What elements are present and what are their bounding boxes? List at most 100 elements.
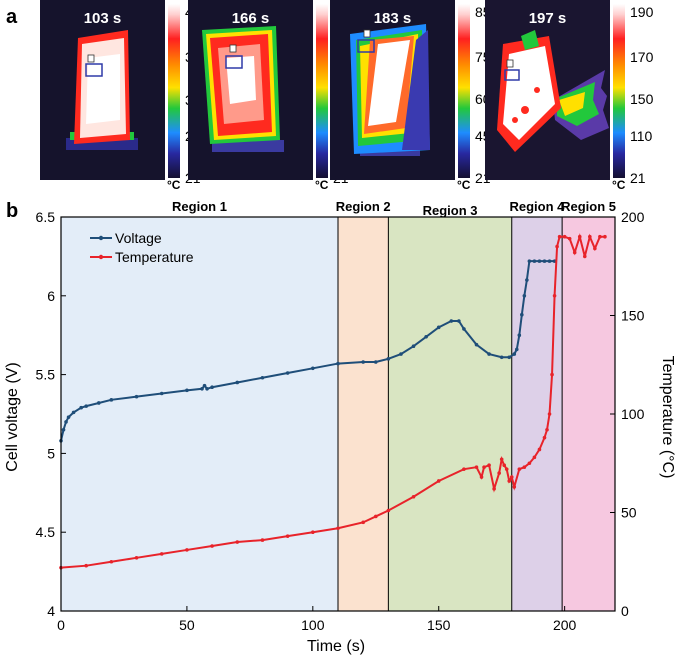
temperature-point [285, 534, 290, 538]
temperature-point [436, 479, 441, 483]
y2-tick-label: 0 [621, 603, 629, 619]
thermal-image-3: 183 s 85 75 60 45 21 °C [330, 0, 495, 192]
region-label: Region 5 [561, 199, 616, 214]
region-label: Region 4 [509, 199, 565, 214]
temperature-point [482, 465, 486, 469]
voltage-point [79, 405, 83, 410]
temperature-point [84, 563, 88, 568]
temperature-point [593, 246, 597, 251]
region-band [338, 217, 389, 611]
colorbar-tick: 190 [630, 4, 654, 20]
temperature-point [522, 465, 527, 469]
voltage-point [373, 360, 378, 364]
voltage-point [542, 259, 547, 263]
colorbar [613, 4, 625, 178]
temperature-point [185, 548, 189, 552]
thermal-frame [485, 0, 610, 180]
voltage-point [457, 319, 461, 323]
voltage-point [527, 259, 532, 263]
temperature-point [555, 244, 559, 249]
y-tick-label: 5.5 [36, 367, 56, 383]
region-label: Region 3 [423, 203, 478, 218]
x-tick-label: 0 [57, 617, 65, 633]
voltage-point [285, 371, 290, 375]
y-tick-label: 4 [47, 603, 55, 619]
y2-tick-label: 150 [621, 308, 645, 324]
voltage-point [96, 401, 101, 405]
voltage-point [205, 386, 209, 391]
voltage-point [71, 410, 76, 415]
voltage-point [260, 375, 265, 380]
region-label: Region 2 [336, 199, 391, 214]
temperature-point [527, 461, 532, 466]
temperature-point [552, 294, 557, 298]
temperature-point [547, 412, 552, 416]
temperature-point [260, 538, 265, 542]
voltage-point [537, 259, 542, 263]
temperature-point [557, 234, 562, 239]
temperature-point [502, 463, 507, 468]
temperature-point [532, 455, 537, 460]
colorbar-tick: 170 [630, 49, 654, 65]
temperature-point [598, 234, 602, 239]
temperature-point [588, 234, 592, 239]
voltage-point [399, 352, 403, 356]
voltage-point [66, 415, 71, 419]
voltage-point [109, 398, 114, 402]
legend-marker [98, 254, 104, 260]
thermal-time-label: 103 s [83, 10, 122, 27]
voltage-point [507, 355, 512, 360]
y-tick-label: 6.5 [36, 209, 56, 225]
voltage-point [474, 342, 479, 347]
x-tick-label: 150 [427, 617, 451, 633]
temperature-point [517, 467, 522, 471]
voltage-point [336, 361, 340, 366]
voltage-point [525, 278, 529, 282]
temperature-point [582, 254, 587, 259]
temperature-point [159, 552, 164, 556]
y2-tick-label: 50 [621, 505, 637, 521]
x-tick-label: 200 [553, 617, 577, 633]
temperature-point [492, 487, 496, 491]
voltage-point [61, 427, 66, 432]
temperature-point [336, 526, 340, 531]
temperature-point [542, 435, 547, 440]
temperature-point [545, 427, 549, 432]
y-tick-label: 6 [47, 288, 55, 304]
temperature-point [386, 508, 391, 513]
region-band [511, 217, 563, 611]
region-band [562, 217, 615, 611]
temperature-point [567, 236, 572, 241]
voltage-point [361, 360, 365, 364]
x-tick-label: 100 [301, 617, 325, 633]
voltage-point [449, 319, 454, 323]
colorbar-tick: 150 [630, 91, 654, 107]
voltage-point [386, 357, 391, 361]
voltage-point [517, 333, 522, 338]
voltage-point [436, 325, 441, 330]
thermal-time-label: 197 s [528, 10, 567, 27]
voltage-point [487, 352, 491, 356]
voltage-point [202, 383, 207, 388]
temperature-point [603, 234, 607, 239]
temperature-point [109, 559, 114, 564]
temperature-point [562, 234, 567, 239]
voltage-point [64, 420, 68, 424]
temperature-point [411, 494, 416, 499]
voltage-point [547, 259, 552, 263]
region-band [388, 217, 512, 611]
voltage-point [462, 327, 466, 331]
temperature-point [361, 520, 365, 525]
colorbar-unit: °C [315, 178, 329, 192]
x-tick-label: 50 [179, 617, 195, 633]
thermal-time-label: 166 s [231, 10, 270, 27]
temperature-point [550, 372, 554, 377]
temperature-point [504, 467, 509, 471]
temperature-point [462, 467, 466, 471]
temperature-point [572, 250, 577, 255]
region-label: Region 1 [172, 199, 227, 214]
voltage-point [185, 388, 189, 393]
voltage-point [522, 294, 527, 298]
legend-marker [98, 235, 104, 241]
